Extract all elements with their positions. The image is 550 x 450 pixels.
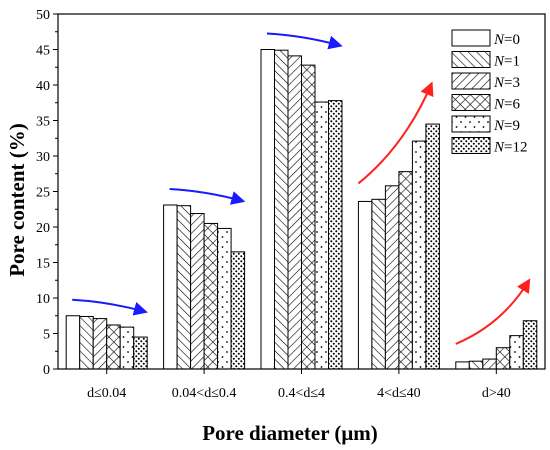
bar-N6-cat3 — [398, 171, 413, 370]
bar-N3-cat2 — [287, 55, 302, 370]
trend-arrow-down-cat0 — [72, 298, 148, 316]
x-tick-label: 4<d≤40 — [377, 386, 421, 401]
y-tick-label: 35 — [36, 115, 50, 130]
legend-label: N=1 — [493, 54, 520, 70]
y-tick-label: 0 — [43, 363, 50, 378]
axes-layer: 0 5 10 15 20 25 30 35 40 45 50 d≤0.04 0.04<d≤0.4 0.4<… — [36, 8, 546, 401]
y-tick-label: 25 — [36, 186, 50, 201]
legend-swatch — [451, 72, 491, 90]
legend-label: N=12 — [493, 140, 527, 156]
bar-N12-cat3 — [425, 123, 440, 370]
trend-arrow-up-cat3 — [357, 81, 434, 185]
legend-swatch — [451, 51, 491, 68]
bar-N1-cat2 — [274, 49, 289, 370]
bar-N3-cat1 — [190, 213, 205, 370]
legend: N=0 N=1 N=3 N=6 N=9 N=12 — [451, 29, 527, 156]
trend-arrows-layer — [72, 32, 531, 345]
trend-arrow-down-cat1 — [169, 187, 246, 205]
legend-label: N=9 — [493, 118, 520, 134]
y-tick-label: 40 — [36, 79, 50, 94]
bar-N0-cat0 — [65, 315, 81, 370]
bar-N6-cat4 — [495, 347, 511, 370]
x-axis-title: Pore diameter (μm) — [202, 421, 378, 445]
bar-N3-cat0 — [92, 318, 108, 370]
legend-swatch — [451, 115, 491, 133]
legend-label: N=3 — [493, 75, 520, 91]
bar-N9-cat2 — [314, 101, 329, 370]
x-tick-label: d>40 — [482, 386, 511, 401]
bar-N1-cat0 — [79, 315, 94, 370]
bar-N0-cat1 — [163, 204, 178, 370]
bar-N12-cat4 — [522, 320, 538, 370]
bar-N6-cat2 — [301, 64, 316, 370]
bar-N3-cat3 — [384, 185, 400, 370]
y-tick-label: 5 — [43, 328, 50, 343]
bar-N6-cat1 — [203, 222, 219, 370]
trend-arrow-up-cat4 — [455, 278, 531, 345]
y-tick-label: 30 — [36, 150, 50, 165]
bar-N1-cat4 — [468, 360, 484, 370]
legend-swatch — [451, 29, 491, 47]
bar-N1-cat1 — [176, 205, 192, 370]
x-tick-label: d≤0.04 — [87, 386, 126, 401]
legend-label: N=6 — [493, 97, 520, 113]
bar-N0-cat3 — [357, 200, 373, 370]
x-tick-label: 0.4<d≤4 — [278, 386, 325, 401]
y-tick-label: 45 — [36, 44, 50, 59]
bar-N1-cat3 — [371, 198, 386, 370]
y-tick-label: 15 — [36, 257, 50, 272]
y-axis-title: Pore content (%) — [5, 123, 29, 277]
bar-N9-cat3 — [411, 140, 427, 370]
bar-N3-cat4 — [482, 358, 497, 370]
bar-N9-cat4 — [509, 335, 524, 370]
legend-swatch — [451, 94, 491, 111]
legend-swatch — [451, 137, 491, 154]
y-tick-label: 20 — [36, 221, 50, 236]
y-tick-label: 10 — [36, 292, 50, 307]
bar-N9-cat0 — [119, 326, 135, 370]
bar-N0-cat2 — [260, 49, 275, 370]
bar-N12-cat2 — [328, 100, 343, 370]
bar-N9-cat1 — [217, 227, 232, 370]
bar-N12-cat1 — [230, 251, 246, 370]
bar-N12-cat0 — [133, 336, 148, 370]
bar-N6-cat0 — [106, 324, 121, 370]
y-tick-label: 50 — [36, 8, 50, 23]
legend-label: N=0 — [493, 32, 520, 48]
trend-arrow-down-cat2 — [266, 32, 343, 50]
x-tick-label: 0.04<d≤0.4 — [172, 386, 237, 401]
bar-N0-cat4 — [455, 361, 470, 370]
